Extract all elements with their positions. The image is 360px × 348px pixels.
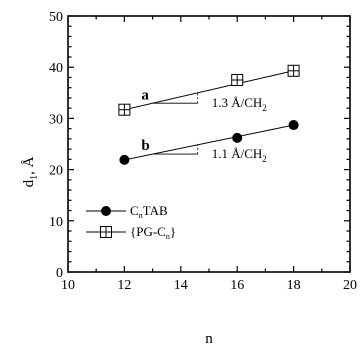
- data-point-cntab: [119, 154, 130, 165]
- legend-label-tail: }: [170, 224, 176, 239]
- x-tick-label: 14: [174, 278, 188, 293]
- slope-label-pg-cn: 1.3 Å/CH2: [212, 95, 267, 113]
- legend-marker-cntab: [101, 206, 111, 216]
- legend-label-sub: n: [139, 211, 143, 220]
- legend-entry-pg-cn: {PG-Cn}: [86, 224, 176, 241]
- y-axis-label-unit: , Å: [21, 156, 37, 175]
- data-point-cntab: [232, 132, 243, 143]
- data-point-pg-cn: [287, 64, 300, 77]
- legend-label-main: {PG-C: [130, 224, 166, 239]
- x-tick-label: 18: [287, 278, 301, 293]
- data-point-pg-cn: [118, 103, 131, 116]
- slope-label-cntab: 1.1 Å/CH2: [212, 146, 267, 164]
- y-tick-label: 50: [49, 10, 63, 25]
- y-tick-label: 20: [49, 164, 63, 179]
- y-tick-label: 30: [49, 112, 63, 127]
- slope-label-sub: 2: [262, 103, 267, 113]
- data-point-pg-cn: [231, 74, 244, 86]
- series-tag-cntab: b: [141, 138, 149, 154]
- legend: CnTAB{PG-Cn}: [86, 203, 176, 241]
- x-axis-label: n: [205, 331, 213, 347]
- fit-line-pg-cn: [124, 70, 294, 111]
- series: [118, 64, 300, 165]
- y-tick-label: 10: [49, 215, 63, 230]
- legend-label-cntab: CnTAB: [130, 203, 168, 220]
- x-tick-label: 20: [343, 278, 357, 293]
- fit-line-cntab: [124, 124, 294, 161]
- slope-label-sub: 2: [262, 154, 267, 164]
- legend-marker-pg-cn: [100, 226, 112, 238]
- slope-label-main: 1.3 Å/CH: [212, 95, 263, 110]
- y-axis-label-sub: 1: [29, 175, 40, 180]
- legend-label-sub: n: [166, 232, 170, 241]
- legend-label-tail: TAB: [143, 203, 168, 218]
- legend-label-pg-cn: {PG-Cn}: [130, 224, 176, 241]
- y-tick-label: 40: [49, 61, 63, 76]
- legend-label-main: C: [130, 203, 139, 218]
- slope-label-main: 1.1 Å/CH: [212, 146, 263, 161]
- x-tick-label: 16: [230, 278, 244, 293]
- data-point-cntab: [288, 120, 299, 131]
- y-tick-label: 0: [56, 266, 63, 281]
- x-tick-label: 12: [117, 278, 131, 293]
- y-axis-label: d1, Å: [21, 156, 40, 187]
- series-tag-pg-cn: a: [141, 88, 149, 104]
- x-tick-label: 10: [61, 278, 75, 293]
- y-axis-label-main: d: [21, 179, 37, 187]
- legend-entry-cntab: CnTAB: [86, 203, 168, 220]
